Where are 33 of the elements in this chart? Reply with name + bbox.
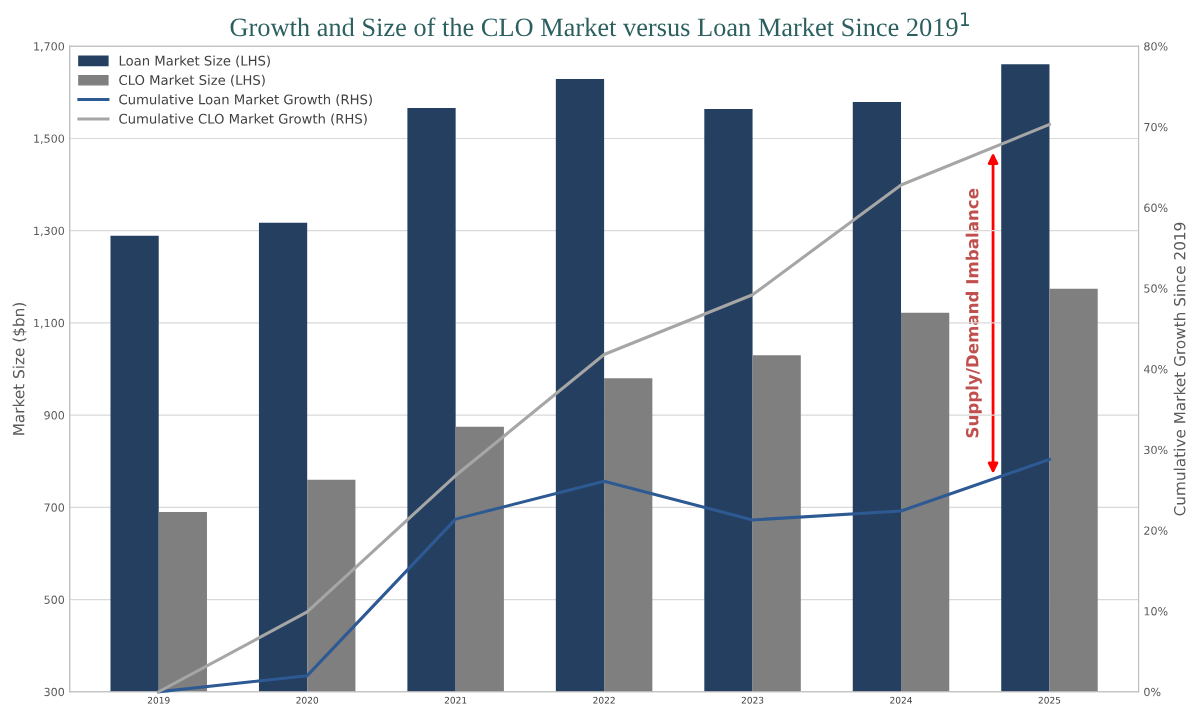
y-tick-label: 500 [44, 595, 65, 604]
y-tick-label: 900 [44, 411, 65, 420]
y-tick-label: 1,300 [34, 226, 65, 237]
y2-tick-label: 0% [1144, 687, 1161, 697]
y2-tick-label: 40% [1143, 364, 1168, 374]
y2-tick-label: 50% [1144, 284, 1168, 293]
y2-tick-label: 10% [1144, 607, 1168, 616]
legend-label: CLO Market Size (LHS) [119, 74, 265, 87]
y-tick-label: 700 [44, 503, 65, 512]
x-tick-label: 2021 [444, 696, 467, 704]
chart-title: Growth and Size of the CLO Market versus Loan Market Since 2019$^{1}$ [230, 12, 969, 37]
y2-tick-label: 60% [1144, 203, 1168, 212]
y2-tick-label: 80% [1144, 42, 1168, 51]
y2-tick-label: 20% [1144, 526, 1168, 535]
y-axis-title: Market Size ($bn) [12, 303, 27, 435]
annotation: Supply/Demand Imbalance [965, 188, 982, 438]
y2-tick-label: 30% [1144, 445, 1168, 455]
line-series [157, 457, 1051, 694]
x-tick-label: 2025 [1038, 696, 1061, 704]
legend-label: Cumulative CLO Market Growth (RHS) [119, 113, 367, 126]
x-tick-label: 2022 [593, 696, 615, 704]
x-tick-label: 2020 [296, 696, 319, 704]
legend-label: Cumulative Loan Market Growth (RHS) [119, 94, 372, 106]
y-tick-label: 1,100 [34, 318, 65, 329]
y-tick-label: 1,500 [34, 134, 65, 144]
x-tick-label: 2023 [741, 696, 764, 704]
y2-tick-label: 70% [1144, 122, 1168, 132]
x-tick-label: 2019 [147, 696, 170, 704]
y2-axis-title: Cumulative Market Growth Since 2019 [1173, 222, 1186, 516]
y-tick-label: 300 [44, 687, 65, 697]
legend-label: Loan Market Size (LHS) [119, 55, 270, 68]
x-tick-label: 2024 [890, 696, 912, 704]
y-tick-label: 1,700 [34, 42, 65, 52]
